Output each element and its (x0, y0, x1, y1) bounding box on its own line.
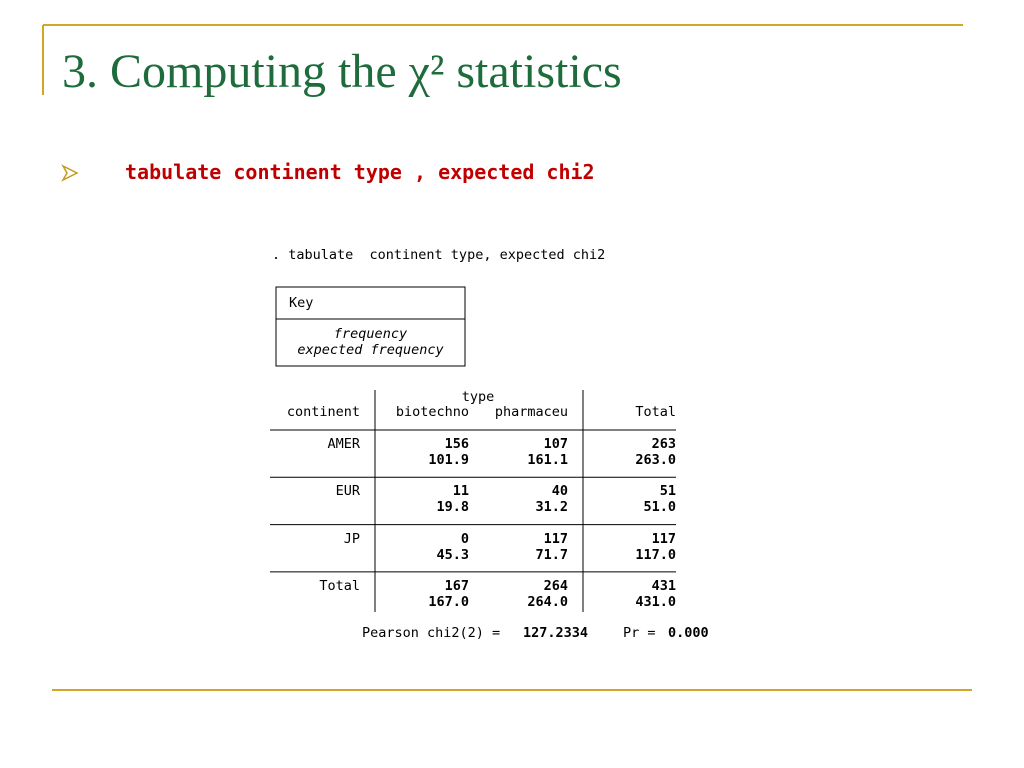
expected: 167.0 (428, 593, 469, 610)
column-header: continent (286, 404, 360, 420)
frequency: 431 (651, 577, 676, 594)
footer-chi2: 127.2334 (523, 625, 589, 641)
key-line: expected frequency (297, 342, 444, 358)
expected: 431.0 (635, 593, 676, 610)
frequency: 264 (543, 577, 568, 594)
frequency: 117 (651, 530, 676, 547)
key-box (275, 286, 466, 367)
expected: 101.9 (428, 452, 469, 468)
expected: 45.3 (436, 546, 469, 563)
column-header: Total (635, 404, 676, 420)
frequency: 263 (651, 436, 676, 452)
frequency: 167 (444, 577, 469, 594)
row-label: EUR (335, 483, 360, 500)
expected: 31.2 (535, 499, 568, 516)
key-line: frequency (333, 326, 408, 342)
bullet-text: tabulate continent type , expected chi2 (125, 160, 595, 184)
row-label: AMER (327, 436, 360, 452)
row-label: Total (319, 577, 360, 594)
expected: 117.0 (635, 546, 676, 563)
footer-pr-label: Pr = (623, 625, 656, 641)
expected: 71.7 (535, 546, 568, 563)
column-header: biotechno (395, 404, 469, 420)
frequency: 156 (444, 436, 469, 452)
group-header: type (461, 389, 495, 405)
expected: 263.0 (635, 452, 676, 468)
key-title: Key (289, 295, 314, 311)
frequency: 51 (659, 483, 676, 500)
frequency: 11 (452, 483, 469, 500)
frequency: 117 (543, 530, 568, 547)
column-header: pharmaceu (494, 404, 568, 420)
row-label: JP (343, 530, 360, 547)
bullet-arrow (61, 164, 79, 182)
slide-title: 3. Computing the χ² statistics (62, 45, 622, 98)
expected: 264.0 (527, 593, 568, 610)
expected: 51.0 (643, 499, 676, 516)
expected: 161.1 (527, 452, 568, 468)
frequency: 107 (543, 436, 568, 452)
command: . tabulate continent type, expected chi2 (272, 247, 606, 263)
frequency: 0 (460, 530, 469, 547)
footer-pr: 0.000 (668, 625, 709, 641)
table-lines (270, 390, 676, 612)
expected: 19.8 (436, 499, 469, 516)
frequency: 40 (551, 483, 568, 500)
footer-label: Pearson chi2(2) = (362, 625, 501, 641)
